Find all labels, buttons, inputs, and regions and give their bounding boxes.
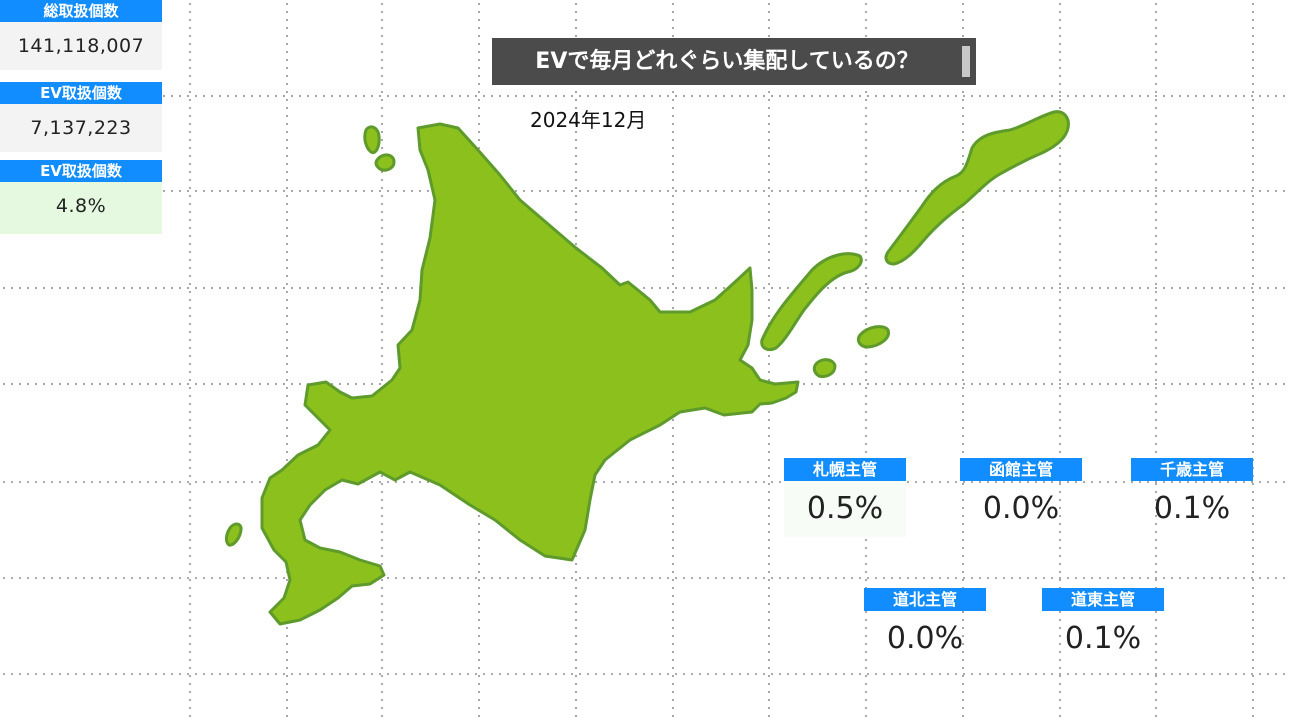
title-accent-bar	[962, 46, 970, 77]
hokkaido-main-island	[260, 122, 800, 626]
kunashiri-island	[760, 252, 863, 352]
region-card-value: 0.5%	[784, 481, 906, 537]
region-card-value: 0.1%	[1064, 621, 1142, 656]
kpi-ev-ratio-label: EV取扱個数	[0, 160, 162, 182]
habomai-island	[812, 358, 837, 378]
rebun-island	[363, 125, 381, 155]
kpi-total-items-label: 総取扱個数	[0, 0, 162, 22]
kpi-total-items: 総取扱個数 141,118,007	[0, 0, 162, 70]
okushiri-island	[225, 522, 243, 547]
kpi-ev-items: EV取扱個数 7,137,223	[0, 82, 162, 152]
page-title-text: EVで毎月どれぐらい集配しているの？	[535, 49, 919, 74]
report-month: 2024年12月	[530, 108, 647, 132]
shikotan-island	[856, 325, 890, 349]
etorofu-island	[884, 110, 1070, 266]
kpi-total-items-value: 141,118,007	[0, 22, 162, 70]
region-card-value: 0.0%	[886, 621, 964, 656]
region-card-dohoku: 道北主管 0.0%	[864, 588, 986, 667]
region-card-sapporo: 札幌主管 0.5%	[784, 458, 906, 537]
region-card-doto: 道東主管 0.1%	[1042, 588, 1164, 667]
region-card-hakodate: 函館主管 0.0%	[960, 458, 1082, 537]
region-card-label: 札幌主管	[784, 458, 906, 481]
page-title: EVで毎月どれぐらい集配しているの？	[492, 38, 976, 85]
rishiri-island	[374, 153, 396, 172]
kpi-ev-items-label: EV取扱個数	[0, 82, 162, 104]
region-card-chitose: 千歳主管 0.1%	[1131, 458, 1253, 537]
region-card-label: 函館主管	[960, 458, 1082, 481]
region-card-label: 千歳主管	[1131, 458, 1253, 481]
region-card-label: 道東主管	[1042, 588, 1164, 611]
kpi-ev-ratio-value: 4.8%	[0, 182, 162, 234]
kpi-ev-ratio: EV取扱個数 4.8%	[0, 160, 162, 234]
kpi-ev-items-value: 7,137,223	[0, 104, 162, 152]
region-card-value: 0.0%	[982, 491, 1060, 526]
region-card-label: 道北主管	[864, 588, 986, 611]
region-card-value: 0.1%	[1153, 491, 1231, 526]
